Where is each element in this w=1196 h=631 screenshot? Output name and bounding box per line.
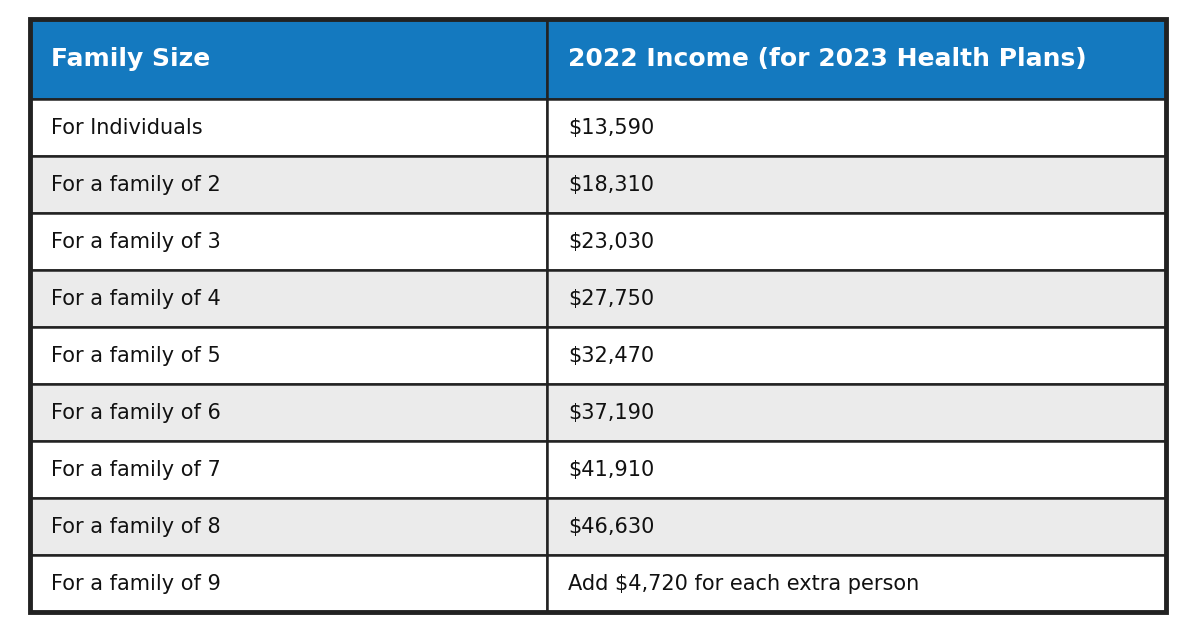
Bar <box>547 384 1166 441</box>
Bar <box>30 19 547 99</box>
Text: For Individuals: For Individuals <box>51 117 203 138</box>
Text: Family Size: Family Size <box>51 47 210 71</box>
Text: For a family of 2: For a family of 2 <box>51 175 221 194</box>
Text: $18,310: $18,310 <box>568 175 654 194</box>
Bar <box>547 156 1166 213</box>
Bar <box>30 327 547 384</box>
Text: $41,910: $41,910 <box>568 459 654 480</box>
Bar <box>547 270 1166 327</box>
Text: $32,470: $32,470 <box>568 346 654 365</box>
Bar <box>30 270 547 327</box>
Text: $37,190: $37,190 <box>568 403 654 423</box>
Bar <box>547 19 1166 99</box>
Bar <box>547 498 1166 555</box>
Text: For a family of 5: For a family of 5 <box>51 346 221 365</box>
Text: For a family of 9: For a family of 9 <box>51 574 221 594</box>
Bar <box>30 213 547 270</box>
Bar <box>547 327 1166 384</box>
Bar <box>547 99 1166 156</box>
Bar <box>547 441 1166 498</box>
Bar <box>30 441 547 498</box>
Bar <box>30 99 547 156</box>
Bar <box>30 384 547 441</box>
Bar <box>30 156 547 213</box>
Text: $46,630: $46,630 <box>568 517 654 536</box>
Text: For a family of 4: For a family of 4 <box>51 288 221 309</box>
Text: $23,030: $23,030 <box>568 232 654 252</box>
Text: For a family of 3: For a family of 3 <box>51 232 221 252</box>
Bar <box>547 213 1166 270</box>
Text: For a family of 7: For a family of 7 <box>51 459 221 480</box>
Text: 2022 Income (for 2023 Health Plans): 2022 Income (for 2023 Health Plans) <box>568 47 1087 71</box>
Bar <box>30 555 547 612</box>
Bar <box>547 555 1166 612</box>
Text: For a family of 6: For a family of 6 <box>51 403 221 423</box>
Bar <box>30 498 547 555</box>
Text: $13,590: $13,590 <box>568 117 654 138</box>
Text: For a family of 8: For a family of 8 <box>51 517 221 536</box>
Text: Add $4,720 for each extra person: Add $4,720 for each extra person <box>568 574 920 594</box>
Text: $27,750: $27,750 <box>568 288 654 309</box>
